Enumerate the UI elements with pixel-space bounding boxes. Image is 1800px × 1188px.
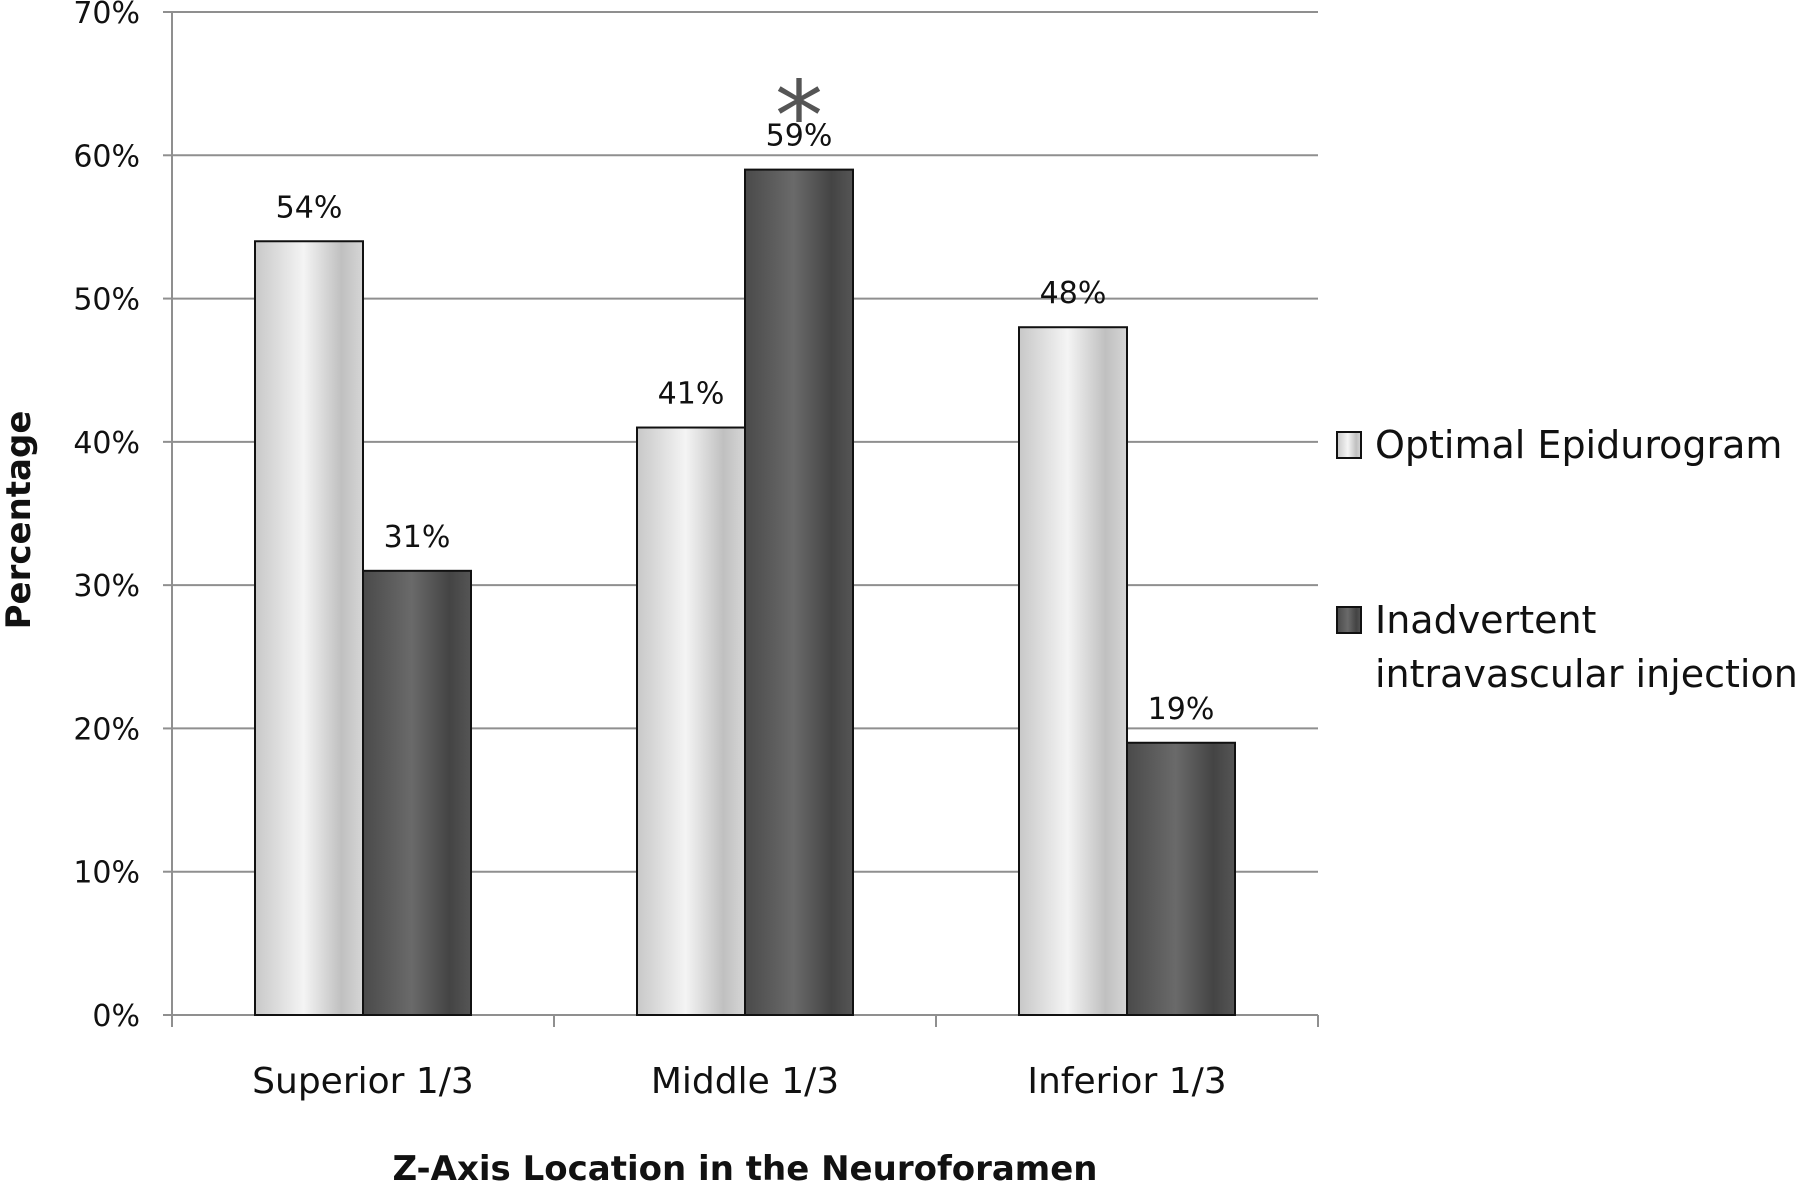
y-tick-label: 60%: [73, 139, 140, 174]
legend-label-inadvertent-intravascular-injection: Inadvertent intravascular injection: [1375, 598, 1798, 696]
x-axis-title: Z-Axis Location in the Neuroforamen: [392, 1149, 1097, 1188]
y-tick-label: 70%: [73, 0, 140, 31]
y-axis-title: Percentage: [0, 411, 39, 630]
y-tick-label: 30%: [73, 569, 140, 604]
x-tick-label: Superior 1/3: [252, 1061, 474, 1102]
legend: Optimal Epidurogram Inadvertent intravas…: [1336, 423, 1798, 696]
x-tick-label: Inferior 1/3: [1027, 1061, 1226, 1102]
data-label: 54%: [276, 190, 343, 225]
data-label: 59%: [766, 119, 833, 154]
bar-optimal-epidurogram-inferior-1-3: [1018, 326, 1128, 1016]
data-label: 48%: [1040, 276, 1107, 311]
legend-item-optimal-epidurogram: Optimal Epidurogram: [1336, 423, 1782, 467]
bars: [254, 168, 1236, 1017]
y-tick-label: 0%: [92, 999, 140, 1034]
y-tick-label: 50%: [73, 283, 140, 318]
data-label: 41%: [658, 377, 725, 412]
bar-inadvertent-intravascular-injection-inferior-1-3: [1126, 741, 1236, 1016]
bar-optimal-epidurogram-middle-1-3: [636, 426, 746, 1016]
legend-label-optimal-epidurogram: Optimal Epidurogram: [1375, 423, 1782, 467]
bar-inadvertent-intravascular-injection-middle-1-3: [744, 168, 854, 1017]
legend-item-inadvertent-intravascular-injection: Inadvertent intravascular injection: [1336, 598, 1798, 696]
data-label: 31%: [384, 520, 451, 555]
y-tick-label: 40%: [73, 426, 140, 461]
legend-swatch-inadvertent-intravascular-injection: [1336, 606, 1362, 634]
x-tick-label: Middle 1/3: [651, 1061, 839, 1102]
bar-inadvertent-intravascular-injection-superior-1-3: [362, 569, 472, 1016]
data-label: 19%: [1148, 692, 1215, 727]
y-tick-label: 10%: [73, 856, 140, 891]
data-labels: 54% 31% 41% 59% 48% 19%: [276, 119, 1215, 727]
bar-optimal-epidurogram-superior-1-3: [254, 240, 364, 1016]
y-tick-label: 20%: [73, 712, 140, 747]
legend-swatch-optimal-epidurogram: [1336, 431, 1362, 459]
significance-asterisk: *: [775, 61, 823, 173]
